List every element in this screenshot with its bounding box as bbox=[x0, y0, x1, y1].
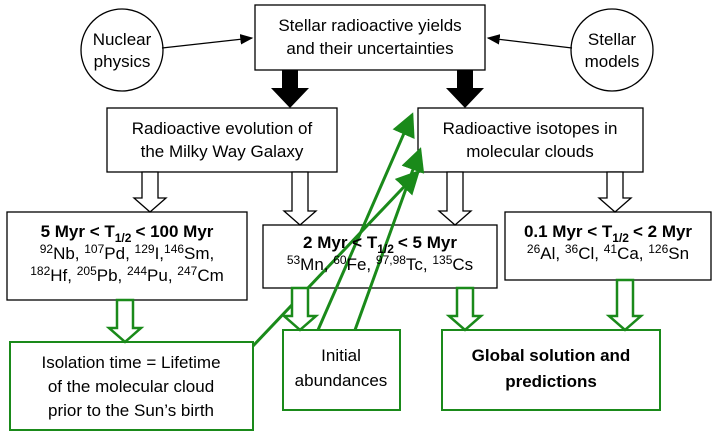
isotope-mass: 247 bbox=[177, 264, 197, 278]
isotope-mass: 36 bbox=[565, 242, 579, 256]
label: of the molecular cloud bbox=[48, 377, 214, 396]
isotope-symbol: Fe, bbox=[347, 255, 376, 274]
range-sub: 1/2 bbox=[115, 231, 132, 245]
input-circle bbox=[570, 8, 654, 92]
label: and their uncertainties bbox=[286, 39, 453, 58]
clouds-box bbox=[417, 107, 644, 173]
isotope-symbol: Pu, bbox=[147, 266, 177, 285]
isotope-symbol: Pd, bbox=[104, 244, 134, 263]
isotope-symbol: Cm bbox=[197, 266, 223, 285]
isotope-mass: 126 bbox=[648, 242, 668, 256]
isotope-line: 26Al, 36Cl, 41Ca, 126Sn bbox=[527, 242, 689, 263]
range-post: < 2 Myr bbox=[633, 222, 692, 241]
isotope-mass: 244 bbox=[127, 264, 147, 278]
isotope-mass: 97,98 bbox=[376, 253, 406, 267]
solid-arrow bbox=[271, 70, 309, 108]
hollow-arrow bbox=[597, 171, 633, 213]
hollow-arrow bbox=[437, 171, 473, 226]
isotope-mass: 107 bbox=[84, 242, 104, 256]
range-label: 2 Myr < T1/2 < 5 Myr bbox=[303, 233, 457, 256]
isotope-mass: 92 bbox=[40, 242, 54, 256]
range-pre: 5 Myr < T bbox=[41, 222, 116, 241]
hollow-arrow bbox=[605, 278, 645, 332]
isotope-mass: 135 bbox=[432, 253, 452, 267]
solid-arrow bbox=[446, 70, 484, 108]
evolution-box bbox=[106, 107, 338, 173]
isotope-symbol: Cl, bbox=[578, 244, 604, 263]
isotope-mass: 205 bbox=[77, 264, 97, 278]
isotope-symbol: I, bbox=[155, 244, 164, 263]
output-box bbox=[9, 341, 254, 431]
hollow-arrow bbox=[445, 286, 485, 332]
isotope-mass: 26 bbox=[527, 242, 541, 256]
boxes bbox=[6, 4, 712, 301]
group-box bbox=[504, 211, 712, 281]
label: abundances bbox=[295, 371, 388, 390]
label: Isolation time = Lifetime bbox=[41, 353, 220, 372]
label: Nuclear bbox=[93, 30, 152, 49]
hollow-arrow bbox=[132, 171, 168, 213]
isotope-mass: 53 bbox=[287, 253, 301, 267]
arrow bbox=[316, 112, 415, 331]
hollow-arrow bbox=[280, 286, 320, 332]
isotope-symbol: Hf, bbox=[50, 266, 76, 285]
isotope-line: 182Hf, 205Pb, 244Pu, 247Cm bbox=[30, 264, 224, 285]
isotope-symbol: Mn, bbox=[300, 255, 333, 274]
output-box bbox=[282, 329, 401, 411]
isotope-line: 92Nb, 107Pd, 129I,146Sm, bbox=[40, 242, 215, 263]
label: the Milky Way Galaxy bbox=[141, 142, 304, 161]
isotope-line: 53Mn, 60Fe, 97,98Tc, 135Cs bbox=[287, 253, 473, 274]
output-box bbox=[441, 329, 661, 411]
label: prior to the Sun’s birth bbox=[48, 401, 214, 420]
label: Initial bbox=[321, 346, 361, 365]
isotope-symbol: Pb, bbox=[97, 266, 127, 285]
isotope-symbol: Ca, bbox=[617, 244, 648, 263]
arrow bbox=[353, 147, 425, 331]
label: Radioactive isotopes in bbox=[443, 119, 618, 138]
range-sub: 1/2 bbox=[612, 231, 629, 245]
thin-arrows bbox=[161, 34, 573, 49]
isotope-mass: 129 bbox=[135, 242, 155, 256]
range-post: < 5 Myr bbox=[398, 233, 457, 252]
hollow-arrow bbox=[282, 171, 318, 226]
isotope-mass: 146 bbox=[164, 242, 184, 256]
hollow-arrow bbox=[105, 298, 145, 344]
isotope-symbol: Al, bbox=[540, 244, 565, 263]
label: molecular clouds bbox=[466, 142, 594, 161]
isotope-symbol: Sm, bbox=[184, 244, 214, 263]
range-post: < 100 Myr bbox=[135, 222, 213, 241]
isotope-symbol: Tc, bbox=[406, 255, 432, 274]
input-circle bbox=[80, 8, 164, 92]
label: Stellar radioactive yields bbox=[278, 16, 461, 35]
range-pre: 0.1 Myr < T bbox=[524, 222, 613, 241]
isotope-symbol: Cs bbox=[452, 255, 473, 274]
output-boxes bbox=[9, 329, 661, 431]
isotope-mass: 182 bbox=[30, 264, 50, 278]
group-box bbox=[6, 211, 248, 301]
green-arrows bbox=[251, 112, 425, 348]
top-box bbox=[254, 4, 486, 71]
arrow bbox=[486, 34, 573, 49]
isotope-mass: 41 bbox=[604, 242, 618, 256]
range-label: 0.1 Myr < T1/2 < 2 Myr bbox=[524, 222, 692, 245]
arrow bbox=[251, 169, 421, 348]
label: physics bbox=[94, 52, 151, 71]
isotope-symbol: Sn bbox=[668, 244, 689, 263]
arrow bbox=[161, 34, 254, 49]
label: Radioactive evolution of bbox=[132, 119, 313, 138]
label: models bbox=[585, 52, 640, 71]
range-label: 5 Myr < T1/2 < 100 Myr bbox=[41, 222, 214, 245]
range-sub: 1/2 bbox=[377, 242, 394, 256]
label: predictions bbox=[505, 372, 597, 391]
isotope-mass: 60 bbox=[333, 253, 347, 267]
label: Stellar bbox=[588, 30, 637, 49]
label: Global solution and bbox=[472, 346, 631, 365]
range-pre: 2 Myr < T bbox=[303, 233, 378, 252]
isotope-symbol: Nb, bbox=[53, 244, 84, 263]
